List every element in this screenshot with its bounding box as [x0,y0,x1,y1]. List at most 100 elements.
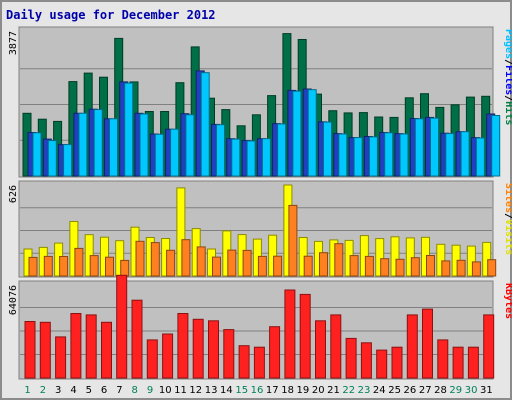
bar-pages-day-1 [32,132,42,177]
bar-pages-day-8 [139,113,149,177]
bar-sites-day-14 [227,249,237,277]
bar-pages-day-11 [185,114,195,177]
x-tick-label: 24 [373,385,386,396]
bar-kbytes-day-7 [116,274,128,379]
x-tick-label: 9 [147,385,153,396]
x-tick-label: 2 [40,385,46,396]
bar-pages-day-4 [78,112,88,177]
bar-kbytes-day-11 [177,313,189,379]
bar-kbytes-day-25 [391,346,403,379]
bar-kbytes-day-16 [253,346,265,379]
bar-kbytes-day-3 [55,336,67,379]
bar-sites-day-30 [471,261,481,277]
legend-entry: KBytes [503,283,512,319]
bar-pages-day-25 [399,133,409,177]
bar-kbytes-day-2 [39,321,51,379]
bar-pages-day-5 [93,109,103,177]
bar-sites-day-21 [334,243,344,277]
bar-kbytes-day-19 [299,293,311,379]
bar-sites-day-19 [303,255,313,277]
bar-visits-day-30 [466,245,476,277]
legend-entry: / [503,213,512,219]
bar-kbytes-day-17 [269,326,281,379]
bar-kbytes-day-20 [315,320,326,379]
bar-pages-day-30 [475,137,485,177]
bar-sites-day-3 [59,256,69,277]
bar-pages-day-21 [338,133,348,177]
bar-pages-day-2 [47,140,57,177]
x-tick-label: 28 [434,385,447,396]
x-tick-label: 25 [388,385,401,396]
bar-kbytes-day-1 [24,321,36,379]
x-tick-label: 5 [86,385,92,396]
bar-pages-day-24 [384,132,394,177]
legend-entry: Pages [503,29,512,59]
x-tick-label: 19 [297,385,310,396]
bar-pages-day-28 [445,133,455,177]
x-tick-label: 22 [342,385,355,396]
bar-kbytes-day-13 [208,320,219,379]
bar-kbytes-day-9 [146,339,158,379]
bar-visits-day-25 [390,236,400,277]
bar-pages-day-16 [261,138,271,177]
bar-sites-day-31 [487,259,497,277]
x-tick-label: 23 [358,385,371,396]
bar-pages-day-6 [109,118,118,177]
bar-kbytes-day-15 [238,345,250,379]
bar-sites-day-23 [364,255,374,277]
legend-entry: Files [503,65,512,95]
x-tick-label: 8 [132,385,138,396]
bar-kbytes-day-28 [437,339,449,379]
panel-legend: KBytes [503,283,512,319]
legend-entry: Hits [503,101,512,125]
bar-sites-day-15 [242,249,252,277]
bar-sites-day-13 [212,256,221,277]
bar-sites-day-5 [89,255,99,277]
bar-visits-day-11 [176,187,186,277]
bar-sites-day-17 [273,255,283,277]
y-max-label: 626 [8,185,19,203]
x-tick-label: 12 [189,385,202,396]
x-tick-label: 6 [101,385,107,396]
y-max-label: 3877 [8,31,19,55]
y-max-label: 64076 [8,285,19,315]
bar-pages-day-15 [246,140,256,177]
bar-kbytes-day-26 [406,314,418,379]
x-tick-label: 4 [70,385,76,396]
x-tick-label: 14 [220,385,233,396]
bar-pages-day-27 [430,117,439,177]
bar-pages-day-18 [292,90,302,177]
bar-kbytes-day-5 [85,314,97,379]
bar-kbytes-day-4 [70,313,82,379]
bar-sites-day-7 [120,259,130,277]
x-tick-label: 29 [449,385,462,396]
legend-entry: / [503,59,512,65]
bar-pages-day-12 [200,72,210,177]
legend-entry: Visits [503,219,512,255]
bar-visits-day-23 [359,235,369,277]
bar-sites-day-25 [395,258,405,277]
x-tick-label: 15 [235,385,248,396]
bar-pages-day-7 [124,82,134,177]
x-tick-label: 7 [116,385,122,396]
bar-kbytes-day-6 [101,321,112,379]
bar-pages-day-23 [368,136,378,177]
bar-sites-day-22 [349,255,359,277]
x-tick-label: 3 [55,385,61,396]
x-tick-label: 11 [174,385,187,396]
legend-entry: / [503,95,512,101]
bar-pages-day-29 [460,131,470,177]
bar-sites-day-10 [166,249,176,277]
bar-sites-day-27 [426,255,435,277]
bar-sites-day-26 [410,257,420,277]
bar-sites-day-28 [441,260,451,277]
bar-sites-day-9 [150,242,160,277]
bar-pages-day-9 [154,133,164,177]
x-tick-label: 26 [404,385,417,396]
x-tick-label: 18 [281,385,294,396]
panel-legend: Sites/Visits [503,183,512,255]
x-tick-label: 17 [266,385,279,396]
x-tick-label: 16 [251,385,264,396]
chart-title: Daily usage for December 2012 [6,8,216,22]
